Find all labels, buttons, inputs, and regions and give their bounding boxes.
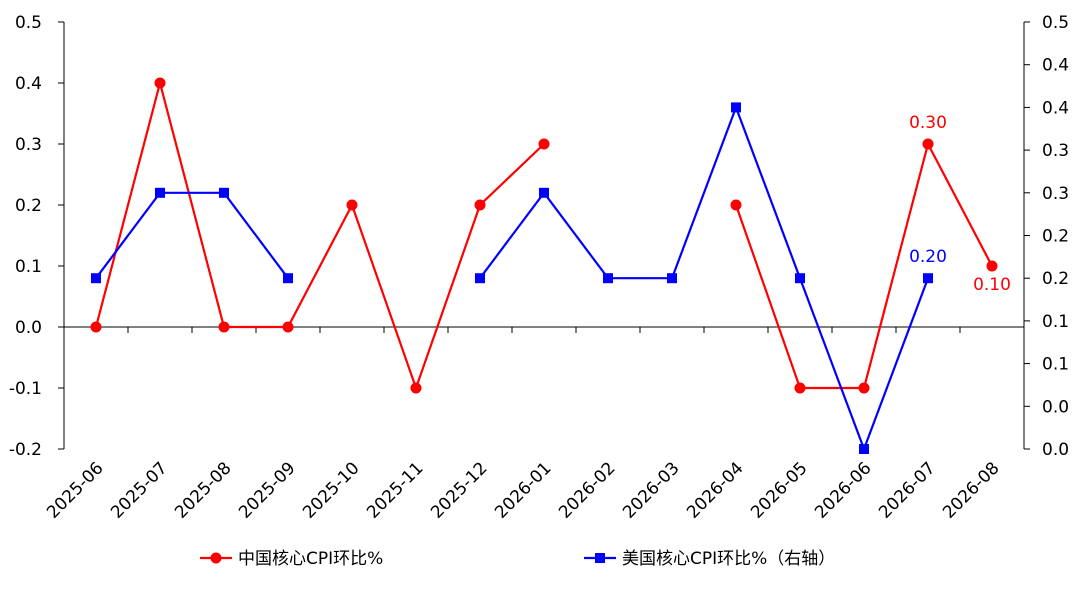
series-point-1 [219, 187, 229, 198]
left-tick-label: 0.3 [15, 135, 42, 155]
series-line-0 [734, 140, 993, 390]
legend-item-0: 中国核心CPI环比% [200, 549, 383, 569]
series-point-1 [155, 187, 165, 198]
right-tick-label: 0.1 [1042, 355, 1069, 375]
left-tick-label: 0.5 [15, 13, 42, 33]
left-tick-label: -0.1 [9, 379, 42, 399]
series-point-0 [346, 199, 358, 211]
series-point-0 [90, 321, 102, 333]
x-tick-label: 2025-10 [299, 458, 363, 522]
series-point-0 [282, 321, 294, 333]
legend-marker [595, 553, 605, 563]
left-tick-label: 0.0 [15, 318, 42, 338]
series-point-1 [859, 444, 869, 454]
series-line-0 [94, 78, 545, 392]
series-point-0 [986, 260, 998, 272]
right-tick-label: 0.3 [1042, 141, 1069, 161]
series-point-0 [474, 199, 486, 211]
right-tick-label: 0.1 [1042, 312, 1069, 332]
left-tick-label: 0.2 [15, 196, 42, 216]
legend-label: 美国核心CPI环比%（右轴） [622, 549, 835, 569]
series-point-1 [923, 273, 933, 284]
series-point-1 [283, 273, 293, 284]
series-point-0 [410, 382, 422, 394]
right-tick-label: 0.2 [1042, 227, 1069, 247]
x-tick-label: 2025-07 [107, 458, 171, 522]
series-line-1 [479, 104, 930, 453]
series-point-1 [731, 102, 741, 113]
x-tick-label: 2025-11 [363, 458, 427, 522]
right-tick-label: 0.0 [1042, 397, 1069, 417]
series-point-0 [730, 199, 742, 211]
data-label: 0.20 [909, 247, 947, 267]
x-tick-label: 2025-12 [427, 458, 491, 522]
x-tick-label: 2026-07 [875, 458, 939, 522]
right-tick-label: 0.4 [1042, 98, 1069, 118]
series-point-1 [795, 273, 805, 284]
x-tick-label: 2025-09 [235, 458, 299, 522]
series-point-0 [922, 138, 934, 150]
x-tick-label: 2025-06 [43, 458, 107, 522]
x-tick-label: 2026-06 [811, 458, 875, 522]
x-tick-label: 2026-03 [619, 458, 683, 522]
series-point-0 [794, 382, 806, 394]
left-tick-label: 0.1 [15, 257, 42, 277]
x-tick-label: 2026-02 [555, 458, 619, 522]
left-tick-label: 0.4 [15, 74, 42, 94]
right-tick-label: 0.4 [1042, 56, 1069, 76]
series-point-1 [539, 187, 549, 198]
left-tick-label: -0.2 [9, 440, 42, 460]
series-point-0 [154, 77, 166, 89]
series-point-0 [218, 321, 230, 333]
data-label: 0.10 [973, 275, 1011, 295]
x-tick-label: 2026-04 [683, 458, 747, 522]
series-point-1 [667, 273, 677, 284]
series-point-1 [91, 273, 101, 284]
series-point-1 [475, 273, 485, 284]
series-point-0 [538, 138, 550, 150]
x-tick-label: 2026-01 [491, 458, 555, 522]
right-tick-label: 0.2 [1042, 269, 1069, 289]
series-point-0 [858, 382, 870, 394]
series-point-1 [603, 273, 613, 284]
x-tick-label: 2026-08 [939, 458, 1003, 522]
right-tick-label: 0.5 [1042, 13, 1069, 33]
legend-item-1: 美国核心CPI环比%（右轴） [584, 549, 835, 569]
right-tick-label: 0.3 [1042, 184, 1069, 204]
legend-label: 中国核心CPI环比% [238, 549, 383, 569]
right-tick-label: 0.0 [1042, 440, 1069, 460]
legend-marker [210, 552, 222, 564]
x-tick-label: 2025-08 [171, 458, 235, 522]
series-line-1 [95, 191, 289, 279]
x-tick-label: 2026-05 [747, 458, 811, 522]
data-label: 0.30 [909, 113, 947, 133]
